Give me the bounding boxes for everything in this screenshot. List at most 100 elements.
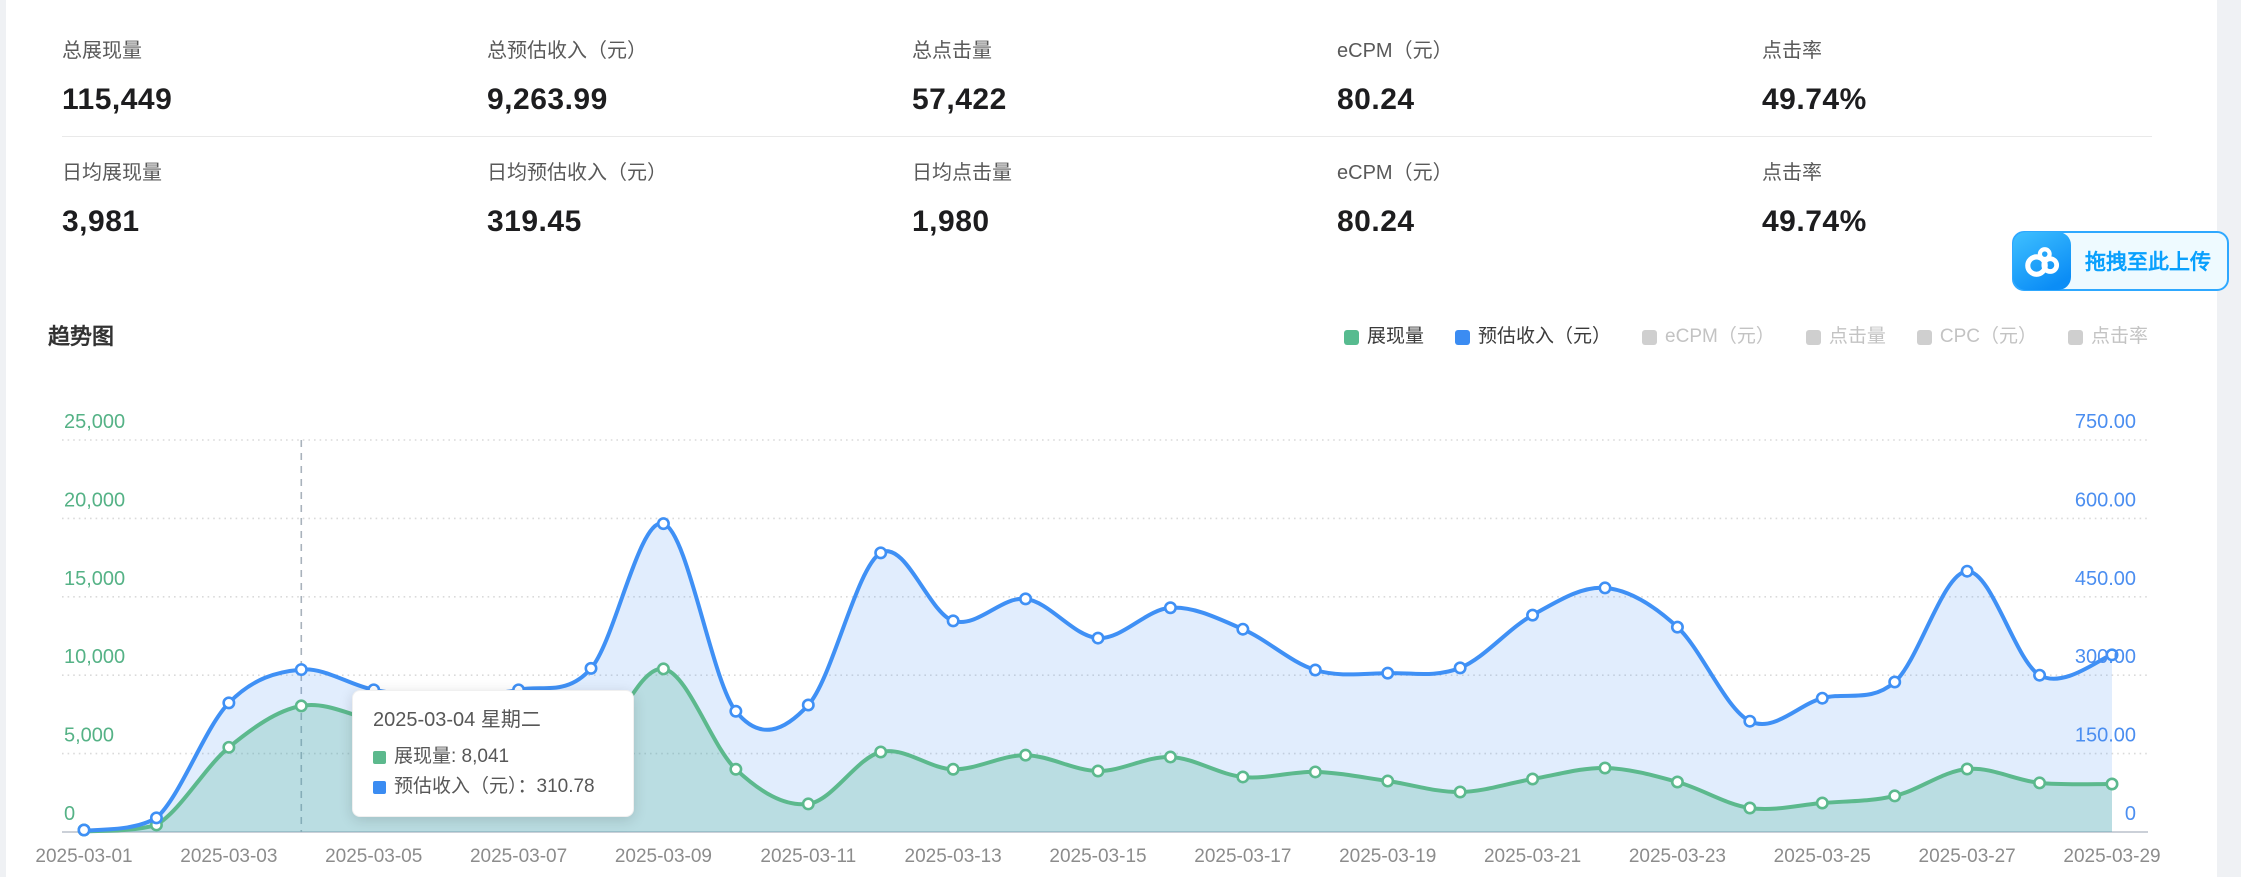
- stat-card-daily-avg-impressions: 日均展现量 3,981: [62, 137, 487, 243]
- stat-value: 9,263.99: [487, 83, 608, 116]
- data-point-marker[interactable]: [729, 762, 743, 776]
- data-point-marker[interactable]: [1888, 789, 1902, 803]
- data-point-marker[interactable]: [946, 614, 960, 628]
- data-point-marker[interactable]: [2033, 668, 2047, 682]
- data-point-marker[interactable]: [584, 661, 598, 675]
- data-point-marker[interactable]: [1019, 748, 1033, 762]
- data-point-marker[interactable]: [1526, 608, 1540, 622]
- x-axis-tick-label: 2025-03-11: [760, 846, 856, 867]
- right-axis-tick-label: 750.00: [2075, 411, 2136, 433]
- left-axis-tick-label: 5,000: [64, 725, 114, 747]
- data-point-marker[interactable]: [1091, 764, 1105, 778]
- data-point-marker[interactable]: [1960, 564, 1974, 578]
- data-point-marker[interactable]: [294, 699, 308, 713]
- x-axis-tick-label: 2025-03-05: [325, 846, 422, 867]
- data-point-marker[interactable]: [1598, 761, 1612, 775]
- page-scrollbar-gutter[interactable]: [2217, 0, 2241, 877]
- data-point-marker[interactable]: [1308, 765, 1322, 779]
- left-axis-tick-label: 0: [64, 803, 75, 825]
- data-point-marker[interactable]: [946, 762, 960, 776]
- data-point-marker[interactable]: [1670, 775, 1684, 789]
- legend-item-cpc[interactable]: CPC（元）: [1916, 324, 2037, 350]
- tooltip-series-value: 展现量: 8,041: [394, 746, 510, 767]
- left-axis-tick-label: 10,000: [64, 646, 125, 668]
- stat-value: 49.74%: [1762, 205, 1867, 238]
- data-point-marker[interactable]: [1743, 714, 1757, 728]
- stat-label: 总展现量: [62, 40, 142, 62]
- legend-label: 展现量: [1367, 326, 1425, 347]
- stat-card-total-clicks: 总点击量 57,422: [912, 0, 1337, 121]
- data-point-marker[interactable]: [801, 797, 815, 811]
- data-point-marker[interactable]: [2105, 777, 2119, 791]
- x-axis-tick-label: 2025-03-07: [470, 846, 567, 867]
- data-point-marker[interactable]: [149, 811, 163, 825]
- stat-value: 49.74%: [1762, 83, 1867, 116]
- drag-upload-button[interactable]: 拖拽至此上传: [2012, 231, 2229, 291]
- left-axis-tick-label: 15,000: [64, 568, 125, 590]
- stat-value: 319.45: [487, 205, 582, 238]
- data-point-marker[interactable]: [656, 662, 670, 676]
- legend-swatch-est-revenue: [1455, 329, 1471, 345]
- data-point-marker[interactable]: [1960, 762, 1974, 776]
- legend-label: eCPM（元）: [1665, 326, 1775, 347]
- data-point-marker[interactable]: [1163, 750, 1177, 764]
- stat-card-ctr: 点击率 49.74%: [1762, 0, 2187, 121]
- legend-item-ecpm[interactable]: eCPM（元）: [1642, 324, 1775, 350]
- data-point-marker[interactable]: [1381, 774, 1395, 788]
- data-point-marker[interactable]: [1163, 601, 1177, 615]
- stat-value: 80.24: [1337, 83, 1415, 116]
- left-axis-tick-label: 20,000: [64, 489, 125, 511]
- data-point-marker[interactable]: [1453, 661, 1467, 675]
- data-point-marker[interactable]: [2033, 776, 2047, 790]
- data-point-marker[interactable]: [294, 663, 308, 677]
- data-point-marker[interactable]: [1091, 631, 1105, 645]
- legend-item-clicks[interactable]: 点击量: [1805, 324, 1886, 350]
- data-point-marker[interactable]: [874, 546, 888, 560]
- stat-label: eCPM（元）: [1337, 162, 1453, 184]
- data-point-marker[interactable]: [729, 704, 743, 718]
- data-point-marker[interactable]: [77, 823, 91, 837]
- right-axis-tick-label: 0: [2125, 803, 2136, 825]
- data-point-marker[interactable]: [656, 517, 670, 531]
- legend-swatch-ecpm: [1642, 329, 1658, 345]
- legend-item-impressions[interactable]: 展现量: [1344, 324, 1424, 350]
- data-point-marker[interactable]: [1743, 801, 1757, 815]
- data-point-marker[interactable]: [1308, 663, 1322, 677]
- data-point-marker[interactable]: [1670, 620, 1684, 634]
- data-point-marker[interactable]: [1019, 592, 1033, 606]
- data-point-marker[interactable]: [222, 740, 236, 754]
- data-point-marker[interactable]: [222, 696, 236, 710]
- x-axis-tick-label: 2025-03-01: [35, 846, 132, 867]
- data-point-marker[interactable]: [1526, 772, 1540, 786]
- data-point-marker[interactable]: [1381, 666, 1395, 680]
- data-point-marker[interactable]: [1236, 770, 1250, 784]
- data-point-marker[interactable]: [1815, 691, 1829, 705]
- stat-value: 115,449: [62, 83, 173, 116]
- right-axis-tick-label: 600.00: [2075, 489, 2136, 511]
- data-point-marker[interactable]: [1815, 796, 1829, 810]
- data-point-marker[interactable]: [1453, 785, 1467, 799]
- x-axis-tick-label: 2025-03-29: [2063, 846, 2160, 867]
- legend-label: 点击率: [2090, 326, 2148, 347]
- legend-item-ctr[interactable]: 点击率: [2067, 324, 2148, 350]
- right-axis-tick-label: 450.00: [2075, 568, 2136, 590]
- stat-card-daily-avg-est-revenue: 日均预估收入（元） 319.45: [487, 137, 912, 243]
- legend-item-est-revenue[interactable]: 预估收入（元）: [1455, 324, 1611, 350]
- data-point-marker[interactable]: [1236, 622, 1250, 636]
- stat-label: 总预估收入（元）: [487, 40, 647, 62]
- data-point-marker[interactable]: [1888, 675, 1902, 689]
- data-point-marker[interactable]: [874, 745, 888, 759]
- legend-label: CPC（元）: [1939, 326, 2037, 347]
- data-point-marker[interactable]: [801, 698, 815, 712]
- x-axis-tick-label: 2025-03-25: [1774, 846, 1871, 867]
- stats-row-totals: 总展现量 115,449 总预估收入（元） 9,263.99 总点击量 57,422 eCP…: [62, 0, 2187, 121]
- data-point-marker[interactable]: [1598, 581, 1612, 595]
- stat-card-ecpm: eCPM（元） 80.24: [1337, 137, 1762, 243]
- x-axis-tick-label: 2025-03-09: [615, 846, 712, 867]
- data-point-marker[interactable]: [2105, 648, 2119, 662]
- x-axis-tick-label: 2025-03-13: [905, 846, 1002, 867]
- stat-value: 80.24: [1337, 205, 1415, 238]
- trend-chart: 0 5,000 10,000 15,000 20,000 25,000 0 150.00 300…: [35, 411, 2160, 867]
- right-axis-tick-label: 300.00: [2075, 646, 2136, 668]
- x-axis-tick-label: 2025-03-15: [1049, 846, 1146, 867]
